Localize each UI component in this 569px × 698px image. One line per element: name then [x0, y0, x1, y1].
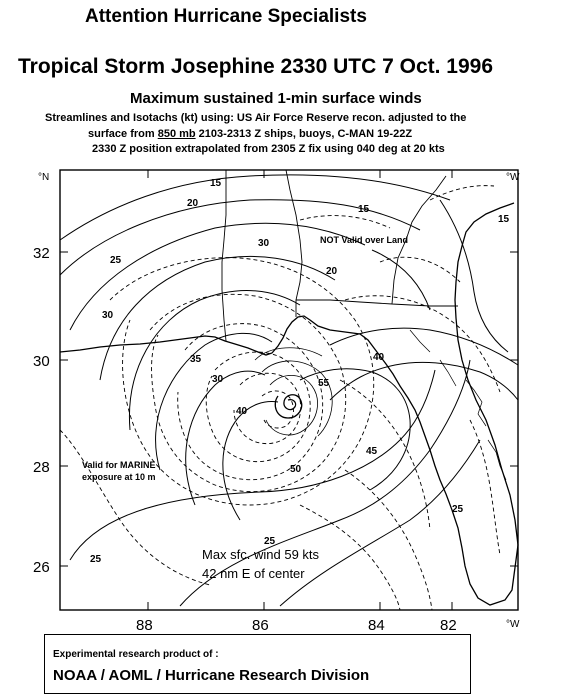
storm-title: Tropical Storm Josephine 2330 UTC 7 Oct.…: [18, 55, 494, 78]
lat-label: 28: [33, 459, 50, 476]
data-sources-prefix: surface from: [88, 128, 158, 140]
lon-label: 88: [136, 617, 153, 634]
isotach-label: 35: [190, 354, 202, 365]
lon-label: 82: [440, 617, 457, 634]
position-note: 2330 Z position extrapolated from 2305 Z…: [92, 143, 445, 155]
isotach-label: 55: [318, 378, 330, 389]
lon-unit-label-top: °W: [506, 172, 520, 183]
lat-label: 30: [33, 353, 50, 370]
lat-label: 26: [33, 559, 50, 576]
credit-line-1: Experimental research product of :: [53, 649, 219, 660]
longitude-labels: 88 86 84 82: [136, 617, 457, 634]
isotach-label: 20: [326, 266, 338, 277]
dashed-contours: [59, 185, 501, 611]
isotach-label: 40: [373, 352, 385, 363]
marine-validity-note-2: exposure at 10 m: [82, 472, 156, 482]
credit-box: Experimental research product of : NOAA …: [44, 634, 471, 694]
lat-label: 32: [33, 245, 50, 262]
pressure-level: 850 mb: [157, 128, 196, 140]
marine-validity-note-1: Valid for MARINE: [82, 460, 156, 470]
credit-line-2: NOAA / AOML / Hurricane Research Divisio…: [53, 667, 370, 684]
isotach-label: 30: [212, 374, 224, 385]
isotach-label: 25: [90, 554, 102, 565]
inland-detail: [409, 329, 507, 481]
data-sources-suffix: 2103-2313 Z ships, buoys, C-MAN 19-22Z: [195, 128, 413, 140]
max-wind-note-2: 42 nm E of center: [202, 566, 305, 581]
isotach-label: 25: [264, 536, 276, 547]
isotach-label: 25: [110, 255, 122, 266]
max-wind-note-1: Max sfc. wind 59 kts: [202, 547, 320, 562]
land-validity-note: NOT Valid over Land: [320, 235, 408, 245]
isotach-label: 30: [258, 238, 270, 249]
state-borders: [221, 169, 458, 342]
lon-unit-label-bottom: °W: [506, 619, 520, 630]
storm-center: [274, 394, 303, 419]
isotach-label: 25: [452, 504, 464, 515]
lon-label: 86: [252, 617, 269, 634]
isotach-label-group: 15 20 25 30 30 35 40 45 50 55 25 20 15 3…: [90, 178, 510, 565]
lon-label: 84: [368, 617, 385, 634]
wind-map: 15 20 25 30 30 35 40 45 50 55 25 20 15 3…: [33, 169, 520, 634]
product-title: Maximum sustained 1-min surface winds: [130, 90, 422, 107]
lat-unit-label: °N: [38, 172, 49, 183]
isotach-label: 20: [187, 198, 199, 209]
isotach-label: 30: [102, 310, 114, 321]
axis-ticks: [60, 170, 518, 610]
data-sources-line2: surface from 850 mb 2103-2313 Z ships, b…: [88, 128, 412, 140]
inner-circulation: [254, 347, 333, 437]
isotach-label: 15: [498, 214, 510, 225]
latitude-labels: 32 30 28 26: [33, 245, 50, 576]
isotach-lines: [59, 174, 519, 607]
header-attention: Attention Hurricane Specialists: [85, 6, 367, 27]
isotach-label: 15: [358, 204, 370, 215]
atlantic-coastline: [454, 202, 519, 546]
isotach-label: 15: [210, 178, 222, 189]
map-frame: [59, 169, 519, 611]
isotach-label: 50: [290, 464, 302, 475]
isotach-label: 40: [236, 406, 248, 417]
data-sources-line1: Streamlines and Isotachs (kt) using: US …: [45, 112, 467, 124]
isotach-label: 45: [366, 446, 378, 457]
